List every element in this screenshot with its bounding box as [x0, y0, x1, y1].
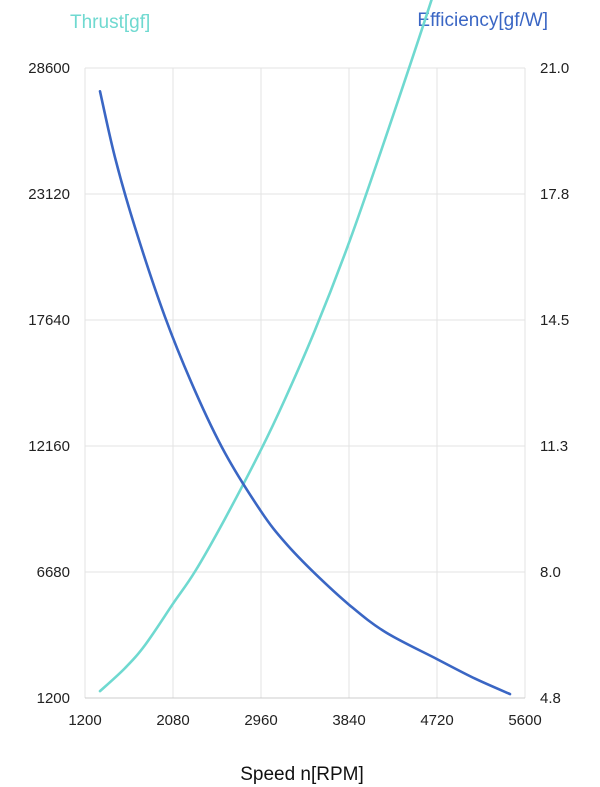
right-tick-label: 4.8	[540, 690, 561, 707]
right-tick-label: 21.0	[540, 60, 569, 77]
x-tick-label: 1200	[68, 712, 101, 729]
efficiency-line	[98, 90, 512, 696]
left-tick-label: 12160	[28, 438, 70, 455]
series-lines	[98, 0, 512, 696]
grid	[84, 67, 526, 699]
x-axis-title: Speed n[RPM]	[240, 764, 364, 785]
right-axis-ticks: 4.8 8.0 11.3 14.5 17.8 21.0	[540, 60, 569, 707]
left-tick-label: 17640	[28, 312, 70, 329]
right-tick-label: 14.5	[540, 312, 569, 329]
x-axis-ticks: 1200 2080 2960 3840 4720 5600	[68, 712, 541, 729]
x-tick-label: 2080	[156, 712, 189, 729]
right-tick-label: 8.0	[540, 564, 561, 581]
right-axis-title: Efficiency[gf/W]	[417, 10, 548, 31]
left-tick-label: 6680	[37, 564, 70, 581]
left-tick-label: 28600	[28, 60, 70, 77]
x-tick-label: 5600	[508, 712, 541, 729]
right-tick-label: 17.8	[540, 186, 569, 203]
left-axis-ticks: 1200 6680 12160 17640 23120 28600	[28, 60, 70, 707]
x-tick-label: 2960	[244, 712, 277, 729]
x-tick-label: 4720	[420, 712, 453, 729]
x-tick-label: 3840	[332, 712, 365, 729]
left-axis-title: Thrust[gf]	[70, 12, 150, 33]
left-tick-label: 23120	[28, 186, 70, 203]
thrust-line	[98, 0, 433, 693]
right-tick-label: 11.3	[540, 438, 568, 455]
left-tick-label: 1200	[37, 690, 70, 707]
